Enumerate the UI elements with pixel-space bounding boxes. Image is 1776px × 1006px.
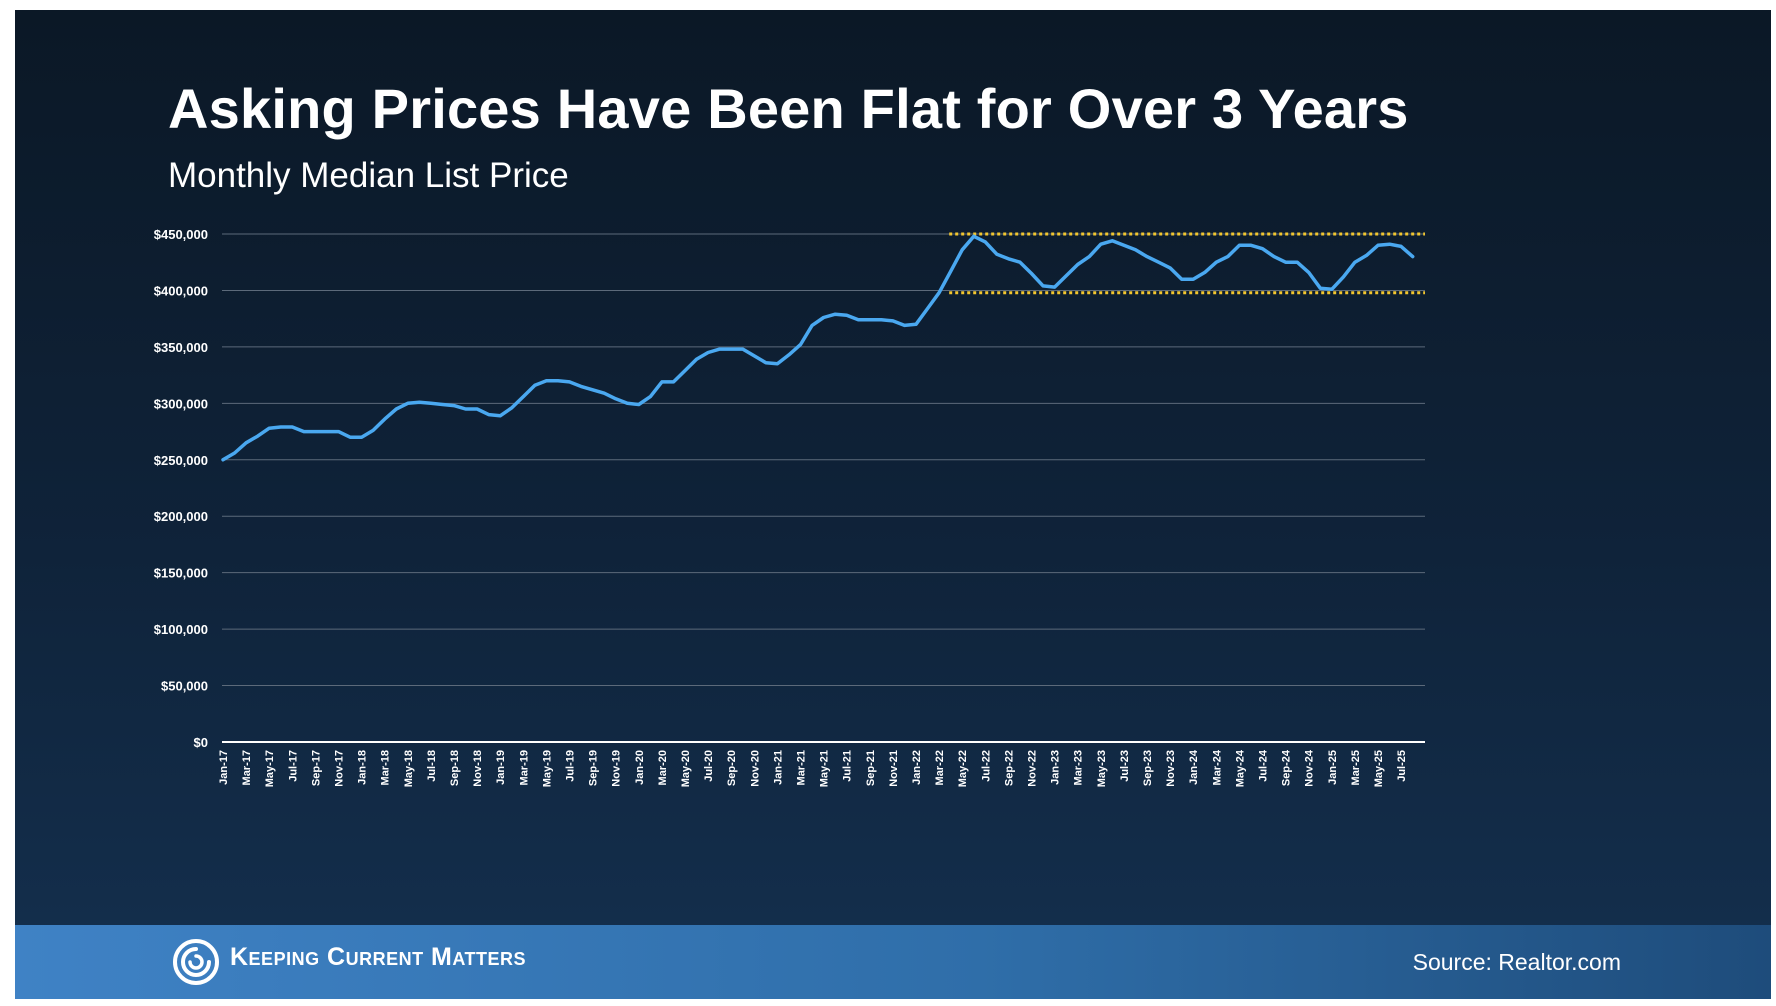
x-tick-label: Sep-24 <box>1281 749 1293 786</box>
flat-range-bands <box>949 232 1425 295</box>
x-tick-label: Nov-20 <box>749 750 761 787</box>
slide: Asking Prices Have Been Flat for Over 3 … <box>15 10 1771 999</box>
footer-bar: Keeping Current Matters Source: Realtor.… <box>15 925 1771 999</box>
source-credit: Source: Realtor.com <box>1412 949 1621 975</box>
chart-subtitle: Monthly Median List Price <box>168 156 569 195</box>
x-tick-label: Mar-24 <box>1211 749 1223 785</box>
x-tick-label: Sep-23 <box>1142 750 1154 786</box>
x-tick-label: Nov-22 <box>1027 750 1039 787</box>
x-tick-label: Jan-18 <box>357 750 369 785</box>
y-tick-label: $200,000 <box>154 509 208 524</box>
x-tick-label: Mar-21 <box>796 750 808 785</box>
x-tick-label: May-17 <box>264 750 276 787</box>
x-tick-label: Sep-17 <box>310 750 322 786</box>
x-tick-label: Nov-24 <box>1304 749 1316 787</box>
x-tick-label: May-22 <box>957 750 969 787</box>
line-chart: $0 $50,000 $100,000 $150,000 $200,000 $250,00… <box>154 227 1425 787</box>
x-tick-label: Jan-17 <box>218 750 230 785</box>
x-tick-label: Jan-23 <box>1050 750 1062 785</box>
x-tick-label: Jul-19 <box>565 750 577 782</box>
x-axis-tick-labels: Jan-17 Mar-17 May-17 Jul-17 Sep-17 Nov-17 Jan-… <box>218 749 1408 787</box>
x-tick-label: Jul-18 <box>426 750 438 782</box>
x-tick-label: Mar-22 <box>934 750 946 785</box>
x-tick-label: May-18 <box>403 750 415 787</box>
x-tick-label: Jul-22 <box>980 750 992 782</box>
x-tick-label: Mar-25 <box>1350 750 1362 785</box>
x-tick-label: Jul-20 <box>703 750 715 782</box>
x-tick-label: May-19 <box>541 750 553 787</box>
x-tick-label: Jan-20 <box>634 750 646 785</box>
x-tick-label: Mar-18 <box>380 750 392 785</box>
y-tick-label: $50,000 <box>161 679 208 694</box>
x-tick-label: May-25 <box>1373 750 1385 787</box>
series-line <box>221 234 1415 462</box>
x-tick-label: Jan-19 <box>495 750 507 785</box>
x-tick-label: Sep-19 <box>588 750 600 786</box>
y-axis-tick-labels: $0 $50,000 $100,000 $150,000 $200,000 $250,00… <box>154 227 208 750</box>
x-tick-label: Nov-19 <box>611 750 623 787</box>
x-tick-label: May-21 <box>819 750 831 787</box>
kcm-swirl-logo-icon <box>173 939 219 985</box>
x-tick-label: Jul-24 <box>1258 749 1270 782</box>
x-tick-label: Sep-18 <box>449 750 461 786</box>
x-tick-label: May-24 <box>1234 749 1246 787</box>
x-tick-label: Nov-23 <box>1165 750 1177 787</box>
y-tick-label: $400,000 <box>154 283 208 298</box>
x-tick-label: May-23 <box>1096 750 1108 787</box>
x-tick-label: Sep-20 <box>726 750 738 786</box>
x-tick-label: Mar-17 <box>241 750 253 785</box>
chart-title: Asking Prices Have Been Flat for Over 3 … <box>168 77 1409 140</box>
y-tick-label: $300,000 <box>154 396 208 411</box>
gridlines <box>222 233 1425 687</box>
x-tick-label: Nov-21 <box>888 750 900 787</box>
y-tick-label: $350,000 <box>154 340 208 355</box>
x-tick-label: Jul-25 <box>1396 750 1408 782</box>
x-tick-label: May-20 <box>680 750 692 787</box>
x-tick-label: Nov-17 <box>334 750 346 787</box>
x-tick-label: Jan-21 <box>772 750 784 785</box>
x-tick-label: Jan-24 <box>1188 749 1200 785</box>
x-tick-label: Jan-25 <box>1327 750 1339 785</box>
y-tick-label: $100,000 <box>154 622 208 637</box>
x-tick-label: Nov-18 <box>472 750 484 787</box>
x-tick-label: Jul-17 <box>287 750 299 782</box>
x-tick-label: Mar-19 <box>518 750 530 785</box>
x-tick-label: Jan-22 <box>911 750 923 785</box>
y-tick-label: $150,000 <box>154 566 208 581</box>
series-layer <box>221 234 1415 462</box>
y-tick-label: $450,000 <box>154 227 208 242</box>
x-tick-label: Sep-21 <box>865 750 877 786</box>
x-tick-label: Jul-21 <box>842 750 854 782</box>
y-tick-label: $250,000 <box>154 453 208 468</box>
y-tick-label: $0 <box>194 735 208 750</box>
x-tick-label: Jul-23 <box>1119 750 1131 782</box>
x-tick-label: Mar-23 <box>1073 750 1085 785</box>
x-tick-label: Sep-22 <box>1003 750 1015 786</box>
x-tick-label: Mar-20 <box>657 750 669 785</box>
brand-name: Keeping Current Matters <box>230 943 527 971</box>
